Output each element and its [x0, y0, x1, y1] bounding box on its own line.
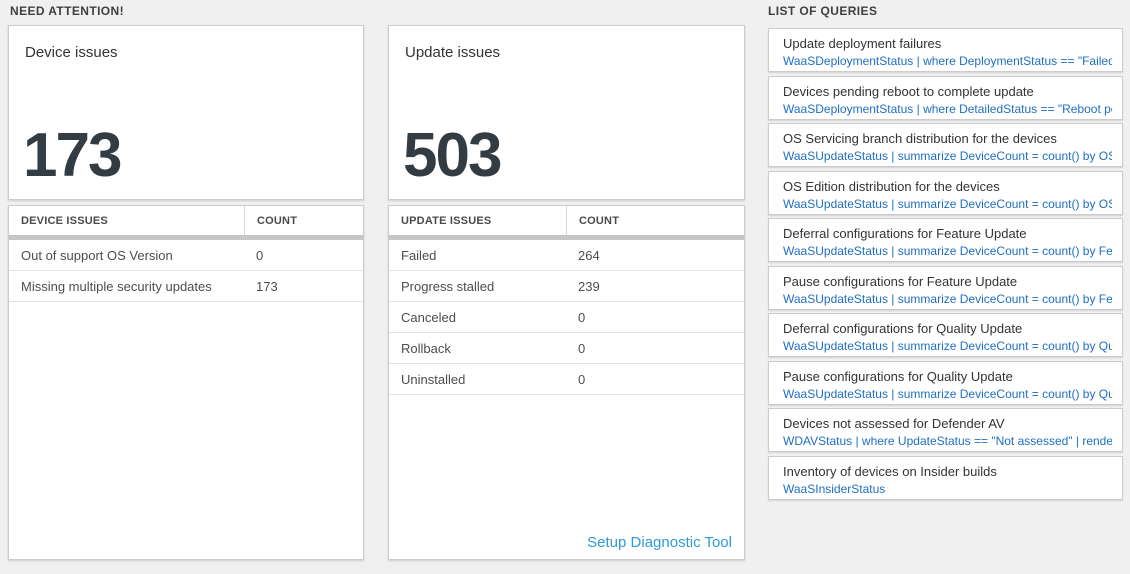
query-title: Deferral configurations for Feature Upda…	[783, 226, 1027, 241]
row-label: Canceled	[401, 309, 456, 325]
table-row[interactable]: Canceled 0	[389, 302, 744, 333]
query-title: OS Servicing branch distribution for the…	[783, 131, 1057, 146]
query-title: OS Edition distribution for the devices	[783, 178, 1000, 194]
query-title: Devices pending reboot to complete updat…	[783, 83, 1034, 99]
query-text: WaaSUpdateStatus | summarize DeviceCount…	[783, 196, 1112, 211]
device-issues-value: 173	[23, 121, 122, 190]
row-count: 0	[578, 309, 586, 325]
query-title: Pause configurations for Quality Update	[783, 368, 1013, 384]
query-text: WaaSInsiderStatus	[783, 481, 886, 496]
row-label: Failed	[401, 247, 437, 263]
query-title: Devices not assessed for Defender AV	[783, 416, 1005, 431]
row-count: 0	[256, 247, 264, 263]
table-row[interactable]: Missing multiple security updates 173	[9, 271, 363, 302]
row-label: Out of support OS Version	[21, 247, 173, 263]
table-header-divider-bar	[9, 235, 363, 240]
device-table-header: DEVICE ISSUES COUNT	[9, 206, 363, 235]
query-item[interactable]: Deferral configurations for Feature Upda…	[768, 218, 1123, 262]
query-text: WaaSUpdateStatus | summarize DeviceCount…	[783, 244, 1112, 258]
row-count: 0	[578, 371, 586, 387]
query-item[interactable]: Devices not assessed for Defender AV WDA…	[768, 408, 1123, 452]
setup-diagnostic-tool-link[interactable]: Setup Diagnostic Tool	[587, 534, 732, 551]
query-title: Pause configurations for Feature Update	[783, 273, 1018, 289]
query-item[interactable]: Deferral configurations for Quality Upda…	[768, 313, 1123, 357]
query-item[interactable]: OS Edition distribution for the devices …	[768, 170, 1123, 215]
query-text: WaaSUpdateStatus | summarize DeviceCount…	[783, 386, 1112, 401]
row-label: Rollback	[401, 340, 451, 356]
device-table-col-count: COUNT	[244, 206, 363, 235]
query-text: WaaSUpdateStatus | summarize DeviceCount…	[783, 149, 1112, 163]
row-label: Uninstalled	[401, 371, 466, 387]
table-row[interactable]: Rollback 0	[389, 333, 744, 364]
table-row[interactable]: Out of support OS Version 0	[9, 240, 363, 271]
update-table-col-count: COUNT	[566, 206, 744, 235]
update-issues-card[interactable]: Update issues 503	[388, 25, 745, 200]
query-text: WaaSDeploymentStatus | where DeploymentS…	[783, 54, 1112, 68]
query-item[interactable]: Pause configurations for Quality Update …	[768, 360, 1123, 405]
table-row[interactable]: Progress stalled 239	[389, 271, 744, 302]
device-issues-table: DEVICE ISSUES COUNT Out of support OS Ve…	[8, 205, 364, 560]
update-table-col-name: UPDATE ISSUES	[401, 214, 492, 227]
row-label: Progress stalled	[401, 278, 495, 294]
query-title: Inventory of devices on Insider builds	[783, 463, 997, 479]
table-row[interactable]: Uninstalled 0	[389, 364, 744, 395]
need-attention-label: NEED ATTENTION!	[10, 4, 124, 18]
update-issues-table: UPDATE ISSUES COUNT Failed 264 Progress …	[388, 205, 745, 560]
query-list: Update deployment failures WaaSDeploymen…	[768, 28, 1123, 500]
row-count: 264	[578, 247, 600, 263]
update-table-header: UPDATE ISSUES COUNT	[389, 206, 744, 235]
query-text: WDAVStatus | where UpdateStatus == "Not …	[783, 434, 1112, 448]
query-text: WaaSUpdateStatus | summarize DeviceCount…	[783, 291, 1112, 306]
query-title: Deferral configurations for Quality Upda…	[783, 321, 1023, 336]
query-item[interactable]: Pause configurations for Feature Update …	[768, 265, 1123, 310]
query-title: Update deployment failures	[783, 36, 942, 51]
row-count: 0	[578, 340, 586, 356]
row-count: 173	[256, 278, 278, 294]
device-table-col-name: DEVICE ISSUES	[21, 214, 108, 227]
query-item[interactable]: Devices pending reboot to complete updat…	[768, 75, 1123, 120]
table-row[interactable]: Failed 264	[389, 240, 744, 271]
query-item[interactable]: OS Servicing branch distribution for the…	[768, 123, 1123, 167]
list-of-queries-label: LIST OF QUERIES	[768, 4, 878, 18]
row-label: Missing multiple security updates	[21, 278, 212, 294]
row-count: 239	[578, 278, 600, 294]
query-item[interactable]: Update deployment failures WaaSDeploymen…	[768, 28, 1123, 72]
update-issues-title: Update issues	[405, 44, 501, 61]
table-header-divider-bar	[389, 235, 744, 240]
device-issues-title: Device issues	[25, 44, 118, 61]
update-issues-value: 503	[403, 121, 502, 190]
query-text: WaaSUpdateStatus | summarize DeviceCount…	[783, 339, 1112, 353]
query-text: WaaSDeploymentStatus | where DetailedSta…	[783, 101, 1112, 116]
device-issues-card[interactable]: Device issues 173	[8, 25, 364, 200]
query-item[interactable]: Inventory of devices on Insider builds W…	[768, 455, 1123, 500]
